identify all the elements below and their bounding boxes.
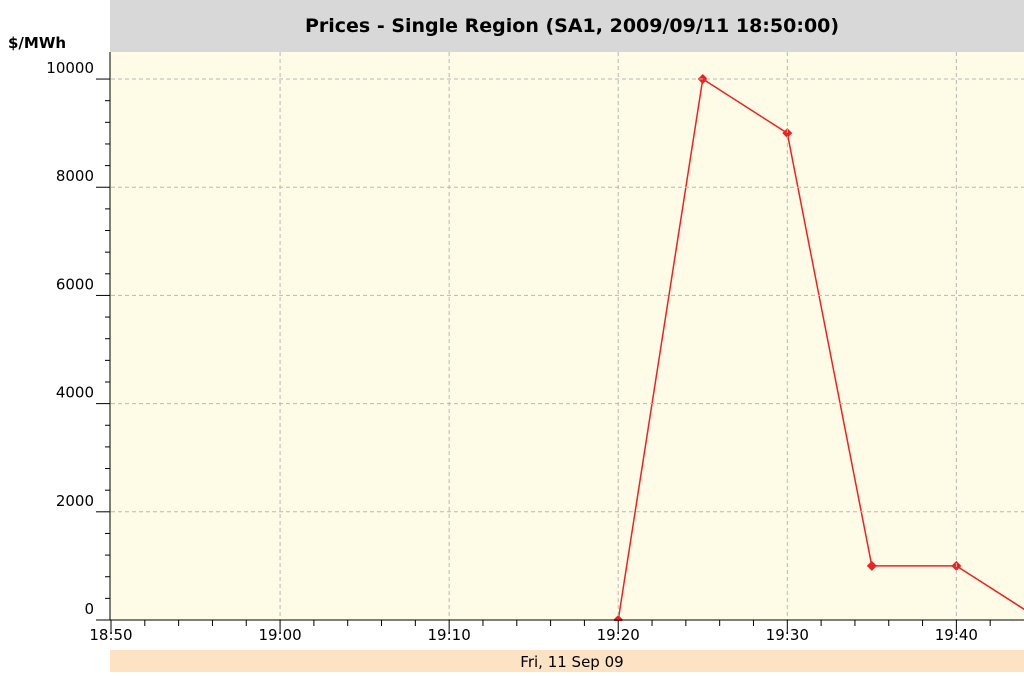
y-tick-label: 0 (84, 600, 94, 618)
chart-title: Prices - Single Region (SA1, 2009/09/11 … (305, 15, 839, 37)
y-tick-label: 2000 (56, 492, 94, 510)
point-marker (782, 128, 793, 139)
x-tick-label: 19:40 (935, 626, 978, 644)
price-line (617, 77, 1024, 621)
plot-area (110, 52, 1024, 620)
y-axis-label: $/MWh (8, 34, 66, 52)
x-tick-label: 19:20 (597, 626, 640, 644)
x-tick-label: 18:50 (89, 626, 132, 644)
x-tick-label: 19:30 (766, 626, 809, 644)
x-tick-label: 19:10 (428, 626, 471, 644)
x-tick-label: 19:00 (258, 626, 301, 644)
series-layer (613, 74, 1024, 621)
y-tick-label: 4000 (56, 384, 94, 402)
y-tick-label: 10000 (46, 59, 94, 77)
title-bar (110, 0, 1024, 52)
y-tick-label: 8000 (56, 167, 94, 185)
y-tick-label: 6000 (56, 275, 94, 293)
x-axis-label: Fri, 11 Sep 09 (520, 653, 623, 671)
date-bar (110, 650, 1024, 672)
point-marker (866, 560, 877, 571)
